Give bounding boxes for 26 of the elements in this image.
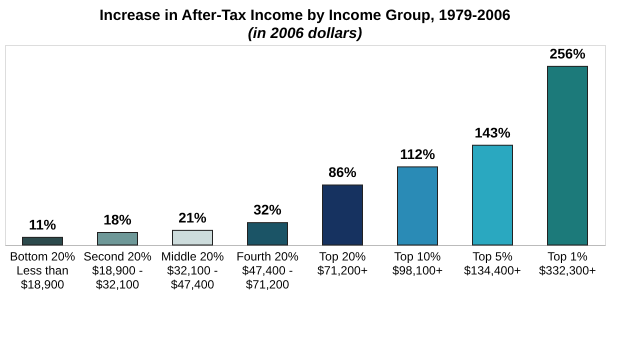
bar — [172, 230, 213, 246]
bar — [322, 184, 363, 246]
x-tick-label: Second 20% $18,900 - $32,100 — [83, 250, 152, 292]
x-tick-label: Fourth 20% $47,400 - $71,200 — [236, 250, 299, 292]
bar — [397, 166, 438, 246]
data-label: 256% — [550, 45, 586, 62]
data-label: 32% — [253, 202, 282, 218]
data-label: 112% — [400, 146, 436, 162]
chart-subtitle: (in 2006 dollars) — [248, 25, 362, 42]
bar — [247, 222, 288, 246]
data-label: 143% — [474, 124, 511, 140]
x-tick-label: Top 5% $134,400+ — [464, 250, 522, 278]
data-label: 18% — [103, 211, 132, 228]
x-tick-label: Middle 20% $32,100 - $47,400 — [161, 250, 224, 292]
x-tick-label: Bottom 20% Less than $18,900 — [10, 250, 76, 292]
x-tick-label: Top 10% $98,100+ — [392, 250, 443, 278]
x-tick-label: Top 1% $332,300+ — [538, 250, 596, 278]
bar — [97, 232, 138, 246]
bar — [22, 236, 63, 246]
data-label: 21% — [178, 209, 208, 226]
x-tick-label: Top 20% $71,200+ — [317, 250, 368, 278]
bar — [547, 66, 588, 246]
data-label: 11% — [28, 216, 57, 232]
chart-title: Increase in After-Tax Income by Income Group, 1979-2006 — [100, 7, 510, 24]
bar — [472, 144, 513, 246]
data-label: 86% — [328, 164, 358, 180]
